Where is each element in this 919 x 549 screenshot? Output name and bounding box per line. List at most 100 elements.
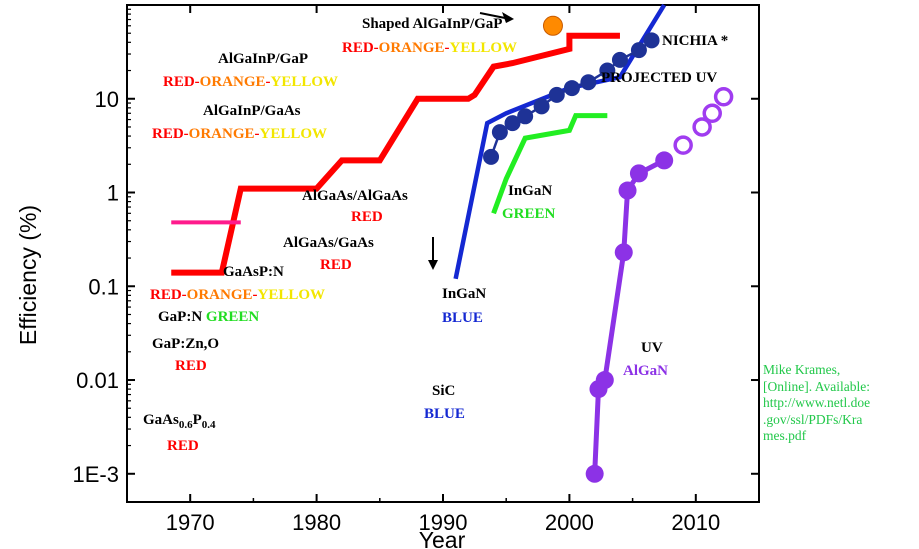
label-algaas-algaas: AlGaAs/AlGaAs xyxy=(302,188,408,204)
label-segment: - xyxy=(266,74,271,90)
data-point xyxy=(563,80,580,97)
label-gap-zno-red: RED xyxy=(175,358,207,374)
series-line xyxy=(171,32,620,276)
label-segment: RED xyxy=(152,126,184,142)
x-tick-label: 1990 xyxy=(419,510,468,535)
y-tick-label: 1 xyxy=(107,181,119,206)
label-gap-zno: GaP:Zn,O xyxy=(152,336,219,352)
label-segment: YELLOW xyxy=(271,74,339,90)
label-segment: ORANGE xyxy=(187,287,253,303)
data-point xyxy=(542,15,563,36)
label-segment: RED xyxy=(342,40,374,56)
label-segment: - xyxy=(255,126,260,142)
citation-line: mes.pdf xyxy=(763,428,807,443)
x-tick-label: 2010 xyxy=(671,510,720,535)
data-point xyxy=(504,115,521,132)
data-point xyxy=(483,148,500,165)
y-tick-label: 0.01 xyxy=(76,368,119,393)
data-point xyxy=(655,151,674,170)
gaasp-gaas: GaAs xyxy=(143,412,179,428)
label-gaasp-n-colors: RED-ORANGE-YELLOW xyxy=(150,287,325,303)
label-gaasp-red: RED xyxy=(167,438,199,454)
label-uv-algan: AlGaN xyxy=(623,363,668,379)
y-tick-label: 0.1 xyxy=(88,274,119,299)
label-segment: - xyxy=(445,40,450,56)
label-sic-blue: BLUE xyxy=(424,406,465,422)
label-shaped-algainp: Shaped AlGaInP/GaP xyxy=(362,16,502,32)
label-uv: UV xyxy=(641,340,663,356)
citation: Mike Krames, [Online]. Available: http:/… xyxy=(763,362,919,445)
data-point xyxy=(517,108,534,125)
data-point xyxy=(595,371,614,390)
label-algaas-algaas-red: RED xyxy=(351,209,383,225)
label-segment: YELLOW xyxy=(450,40,518,56)
label-shaped-colors: RED-ORANGE-YELLOW xyxy=(342,40,517,56)
citation-line: Mike Krames, xyxy=(763,362,841,377)
data-point xyxy=(702,103,722,124)
data-point xyxy=(585,464,604,483)
label-gaasp-formula: GaAs0.6P0.4 xyxy=(143,412,216,431)
data-point xyxy=(548,86,565,103)
label-algaas-gaas-red: RED xyxy=(320,257,352,273)
label-gaasp-n: GaAsP:N xyxy=(223,264,284,280)
label-segment: - xyxy=(253,287,258,303)
x-axis-title: Year xyxy=(419,527,466,549)
label-projected-uv: PROJECTED UV xyxy=(601,70,717,86)
arrow-head xyxy=(502,12,514,23)
x-tick-label: 1970 xyxy=(166,510,215,535)
data-point xyxy=(643,32,660,49)
label-ingan-blue: InGaN xyxy=(442,286,486,302)
data-point xyxy=(491,124,508,141)
label-ingan-green: InGaN xyxy=(508,183,552,199)
series-line xyxy=(592,158,666,474)
label-gap-n: GaP:N GREEN xyxy=(158,309,259,325)
citation-line: http://www.netl.doe xyxy=(763,395,871,410)
data-point xyxy=(673,135,693,155)
y-tick-label: 1E-3 xyxy=(73,462,119,487)
data-point xyxy=(599,62,616,79)
data-point xyxy=(533,98,550,115)
label-ingan-blue-color: BLUE xyxy=(442,310,483,326)
label-nichia: NICHIA * xyxy=(662,33,728,49)
y-tick-label: 10 xyxy=(95,87,119,112)
data-point xyxy=(614,243,633,262)
label-segment: - xyxy=(374,40,379,56)
data-point xyxy=(692,117,712,137)
data-point xyxy=(580,74,597,91)
gaasp-sub-06: 0.6 xyxy=(179,419,193,431)
label-segment: RED xyxy=(150,287,182,303)
data-point xyxy=(713,87,734,107)
data-point xyxy=(611,51,628,68)
label-algaas-gaas: AlGaAs/GaAs xyxy=(283,235,374,251)
series-layer xyxy=(171,3,734,483)
data-point xyxy=(630,42,647,59)
y-axis-title: Efficiency (%) xyxy=(15,205,41,345)
label-segment: ORANGE xyxy=(379,40,445,56)
x-tick-label: 2000 xyxy=(545,510,594,535)
citation-line: .gov/ssl/PDFs/Kra xyxy=(763,411,863,427)
label-segment: YELLOW xyxy=(258,287,326,303)
arrow-shaft xyxy=(479,12,506,19)
label-algainp-gaas-colors: RED-ORANGE-YELLOW xyxy=(152,126,327,142)
data-point xyxy=(618,181,637,200)
label-algainp-gap-colors: RED-ORANGE-YELLOW xyxy=(163,74,338,90)
data-point xyxy=(629,164,648,183)
axes: 1970 1980 1990 2000 2010 1E-3 0.01 0.1 1 10 Year Ef… xyxy=(15,4,760,549)
gap-n-formula: GaP:N xyxy=(158,309,202,325)
gap-n-green: GREEN xyxy=(206,309,260,325)
gaasp-p: P xyxy=(193,412,202,428)
label-algainp-gaas: AlGaInP/GaAs xyxy=(203,103,301,119)
label-algainp-gap: AlGaInP/GaP xyxy=(218,51,308,67)
label-segment: RED xyxy=(163,74,195,90)
label-segment: YELLOW xyxy=(260,126,328,142)
arrow-head xyxy=(428,260,438,270)
label-segment: - xyxy=(195,74,200,90)
label-ingan-green-color: GREEN xyxy=(502,206,556,222)
label-segment: - xyxy=(182,287,187,303)
citation-line: [Online]. Available: xyxy=(763,378,870,394)
label-segment: ORANGE xyxy=(200,74,266,90)
series-line xyxy=(491,113,608,215)
x-tick-label: 1980 xyxy=(292,510,341,535)
